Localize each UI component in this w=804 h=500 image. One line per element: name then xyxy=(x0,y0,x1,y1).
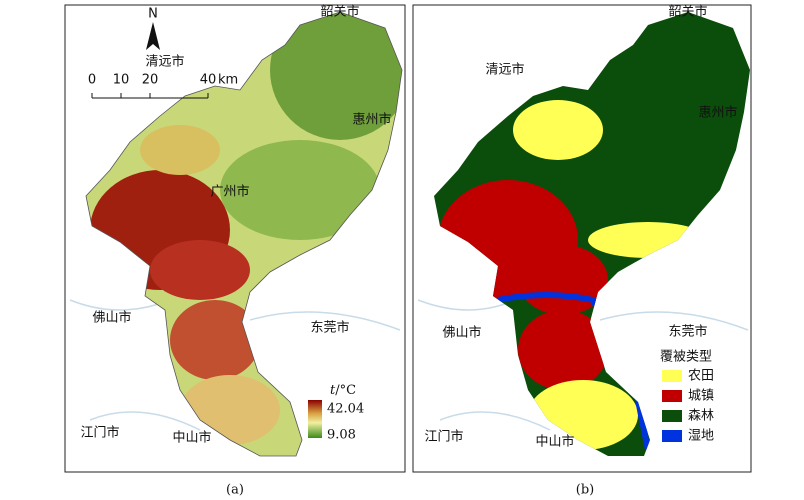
city-label: 江门市 xyxy=(80,425,119,441)
city-label: 江门市 xyxy=(424,429,463,445)
legend-swatch xyxy=(662,410,682,422)
legend-title: 覆被类型 xyxy=(660,350,712,365)
city-label: 清远市 xyxy=(145,54,184,70)
north-label: N xyxy=(148,7,158,22)
legend-label: 农田 xyxy=(688,369,714,384)
caption: (b) xyxy=(576,483,594,498)
legend-label: 湿地 xyxy=(688,429,714,444)
legend-min: 9.08 xyxy=(327,428,356,443)
city-label: 清远市 xyxy=(485,62,524,78)
legend-label: 城镇 xyxy=(688,389,714,404)
north-arrow xyxy=(146,22,160,50)
city-label: 中山市 xyxy=(172,430,211,446)
caption: (a) xyxy=(226,483,244,498)
color-bar xyxy=(308,400,322,438)
city-label: 东莞市 xyxy=(668,324,707,340)
legend-unit: /°C xyxy=(335,383,356,398)
scale-label: 10 xyxy=(113,73,130,88)
legend-swatch xyxy=(662,390,682,402)
legend-title: t/°C xyxy=(330,383,356,398)
city-label: 东莞市 xyxy=(310,320,349,336)
legend-swatch xyxy=(662,370,682,382)
scale-label: 20 xyxy=(142,73,159,88)
city-label: 佛山市 xyxy=(92,310,131,326)
city-label: 惠州市 xyxy=(352,112,391,128)
city-label: 佛山市 xyxy=(442,325,481,341)
scale-label: 0 xyxy=(88,73,96,88)
scale-label: 40 xyxy=(200,73,217,88)
city-label: 韶关市 xyxy=(668,4,707,20)
panel-b: 韶关市 清远市 惠州市 东莞市 佛山市 江门市 中山市 覆被类型 农田城镇森林湿… xyxy=(412,4,752,498)
city-label: 广州市 xyxy=(210,184,249,200)
scale-unit: km xyxy=(218,73,238,88)
scale-bar: 0 10 20 40 km xyxy=(88,73,238,99)
legend-max: 42.04 xyxy=(327,402,364,417)
legend-label: 森林 xyxy=(688,409,714,424)
city-label: 韶关市 xyxy=(320,4,359,20)
city-label: 中山市 xyxy=(535,434,574,450)
region-outline xyxy=(85,11,403,457)
legend-swatch xyxy=(662,430,682,442)
legend-variable: t xyxy=(330,383,336,398)
city-label: 惠州市 xyxy=(698,105,737,121)
panel-a: N 0 10 20 40 km 韶关市 清远市 惠州市 广州市 佛山市 东莞市 江门市 … xyxy=(64,4,406,498)
